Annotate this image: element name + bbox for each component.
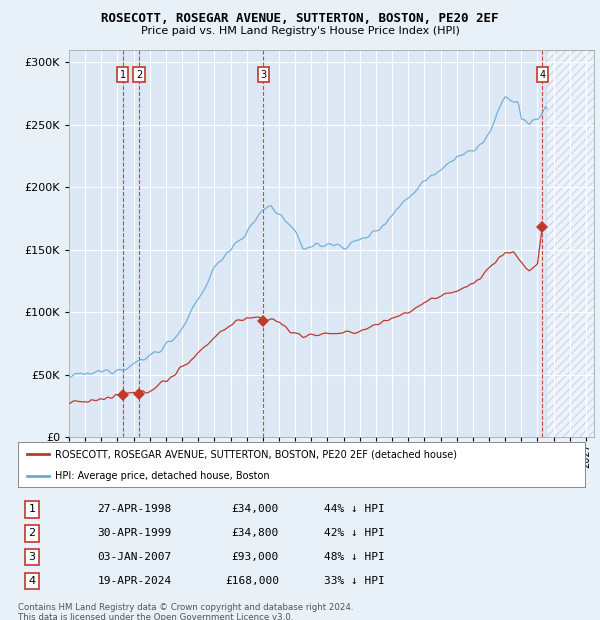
Text: 30-APR-1999: 30-APR-1999 bbox=[97, 528, 172, 538]
Text: 4: 4 bbox=[539, 70, 545, 80]
Text: £34,800: £34,800 bbox=[232, 528, 279, 538]
Text: ROSECOTT, ROSEGAR AVENUE, SUTTERTON, BOSTON, PE20 2EF: ROSECOTT, ROSEGAR AVENUE, SUTTERTON, BOS… bbox=[101, 12, 499, 25]
Text: 19-APR-2024: 19-APR-2024 bbox=[97, 576, 172, 586]
Text: 42% ↓ HPI: 42% ↓ HPI bbox=[324, 528, 385, 538]
Text: 1: 1 bbox=[29, 504, 35, 515]
Text: ROSECOTT, ROSEGAR AVENUE, SUTTERTON, BOSTON, PE20 2EF (detached house): ROSECOTT, ROSEGAR AVENUE, SUTTERTON, BOS… bbox=[55, 449, 457, 459]
Text: 27-APR-1998: 27-APR-1998 bbox=[97, 504, 172, 515]
Bar bbox=[545, 50, 594, 437]
Text: 2: 2 bbox=[29, 528, 36, 538]
Text: Contains HM Land Registry data © Crown copyright and database right 2024.
This d: Contains HM Land Registry data © Crown c… bbox=[18, 603, 353, 620]
Text: HPI: Average price, detached house, Boston: HPI: Average price, detached house, Bost… bbox=[55, 471, 269, 480]
Text: 3: 3 bbox=[29, 552, 35, 562]
Text: £93,000: £93,000 bbox=[232, 552, 279, 562]
Text: 48% ↓ HPI: 48% ↓ HPI bbox=[324, 552, 385, 562]
Text: 03-JAN-2007: 03-JAN-2007 bbox=[97, 552, 172, 562]
Text: £168,000: £168,000 bbox=[225, 576, 279, 586]
Text: 2: 2 bbox=[136, 70, 142, 80]
Text: Price paid vs. HM Land Registry's House Price Index (HPI): Price paid vs. HM Land Registry's House … bbox=[140, 26, 460, 36]
Text: 1: 1 bbox=[119, 70, 125, 80]
Text: 3: 3 bbox=[260, 70, 266, 80]
Text: 33% ↓ HPI: 33% ↓ HPI bbox=[324, 576, 385, 586]
Text: 4: 4 bbox=[29, 576, 36, 586]
Text: £34,000: £34,000 bbox=[232, 504, 279, 515]
Text: 44% ↓ HPI: 44% ↓ HPI bbox=[324, 504, 385, 515]
